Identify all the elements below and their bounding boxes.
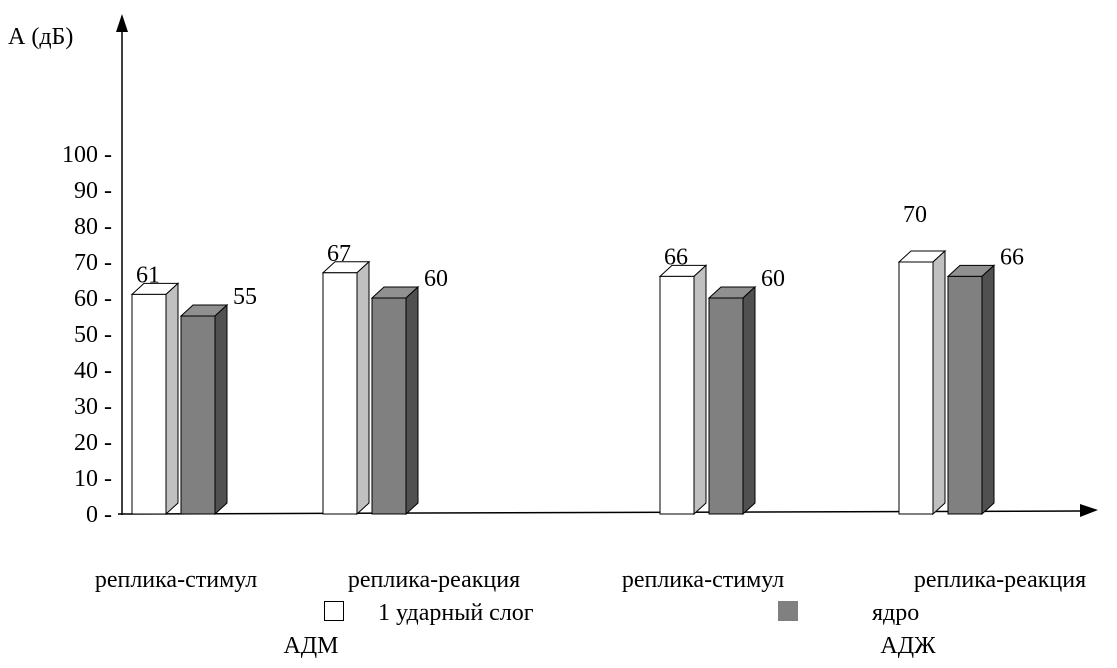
bar-front bbox=[131, 293, 167, 515]
bar: 67 bbox=[321, 241, 371, 516]
bar: 55 bbox=[179, 284, 257, 516]
y-tick-label: 100 - bbox=[62, 142, 112, 168]
bar-front bbox=[371, 297, 407, 515]
y-tick-label: 80 - bbox=[74, 214, 112, 240]
y-tick-label: 0 - bbox=[86, 502, 112, 528]
y-tick-label: 40 - bbox=[74, 358, 112, 384]
data-label: 60 bbox=[761, 266, 785, 292]
bar-side bbox=[405, 285, 419, 516]
bar-side bbox=[742, 285, 756, 516]
y-tick-label: 50 - bbox=[74, 322, 112, 348]
bar: 61 bbox=[130, 262, 180, 516]
bar-front bbox=[898, 261, 934, 515]
y-tick-label: 30 - bbox=[74, 394, 112, 420]
legend-label-first-stressed-syllable: 1 ударный слог bbox=[378, 600, 534, 626]
y-tick-label: 10 - bbox=[74, 466, 112, 492]
data-label: 60 bbox=[424, 266, 448, 292]
y-tick-label: 60 - bbox=[74, 286, 112, 312]
x-axis-arrow bbox=[1080, 504, 1098, 517]
category-label-4: реплика-реакция bbox=[913, 567, 1087, 593]
y-tick-label: 70 - bbox=[74, 250, 112, 276]
bar-side bbox=[165, 282, 179, 516]
category-label-3: реплика-стимул bbox=[621, 567, 785, 593]
data-label: 55 bbox=[233, 284, 257, 310]
data-label: 66 bbox=[1000, 244, 1024, 270]
bar-front bbox=[708, 297, 744, 515]
y-tick-label: 90 - bbox=[74, 178, 112, 204]
bar: 60 bbox=[370, 266, 448, 516]
bar-front bbox=[659, 275, 695, 515]
y-tick-label: 20 - bbox=[74, 430, 112, 456]
bar-front bbox=[180, 315, 216, 515]
data-label: 67 bbox=[327, 241, 351, 267]
data-label: 61 bbox=[136, 262, 160, 288]
bar: 66 bbox=[658, 244, 708, 516]
bar-side bbox=[981, 264, 995, 516]
data-label: 70 bbox=[903, 202, 927, 228]
bar-side bbox=[932, 249, 946, 516]
bar: 60 bbox=[707, 266, 785, 516]
bar: 66 bbox=[946, 244, 1024, 516]
category-label-2: реплика-реакция bbox=[347, 567, 521, 593]
category-label-1: реплика-стимул bbox=[94, 567, 258, 593]
bar-chart: А (дБ) 0 - 10 - 20 - 30 - 40 - 50 - 60 - 70 - 80… bbox=[8, 14, 1098, 528]
bar-front bbox=[322, 272, 358, 515]
y-axis-label: А (дБ) bbox=[8, 24, 73, 50]
data-label: 66 bbox=[664, 244, 688, 270]
bar-side bbox=[356, 260, 370, 516]
y-axis-arrow bbox=[116, 14, 128, 32]
legend-swatch-first-stressed-syllable bbox=[324, 601, 344, 621]
bar-side bbox=[214, 303, 228, 516]
bar-front bbox=[947, 275, 983, 515]
legend-label-nucleus: ядро bbox=[872, 600, 920, 626]
x-axis-line bbox=[117, 510, 1083, 515]
legend-swatch-nucleus bbox=[778, 601, 798, 621]
group-label-adm: АДМ bbox=[283, 633, 339, 659]
bar: 70 bbox=[897, 202, 947, 516]
bar-side bbox=[693, 264, 707, 516]
group-label-adzh: АДЖ bbox=[880, 633, 936, 659]
